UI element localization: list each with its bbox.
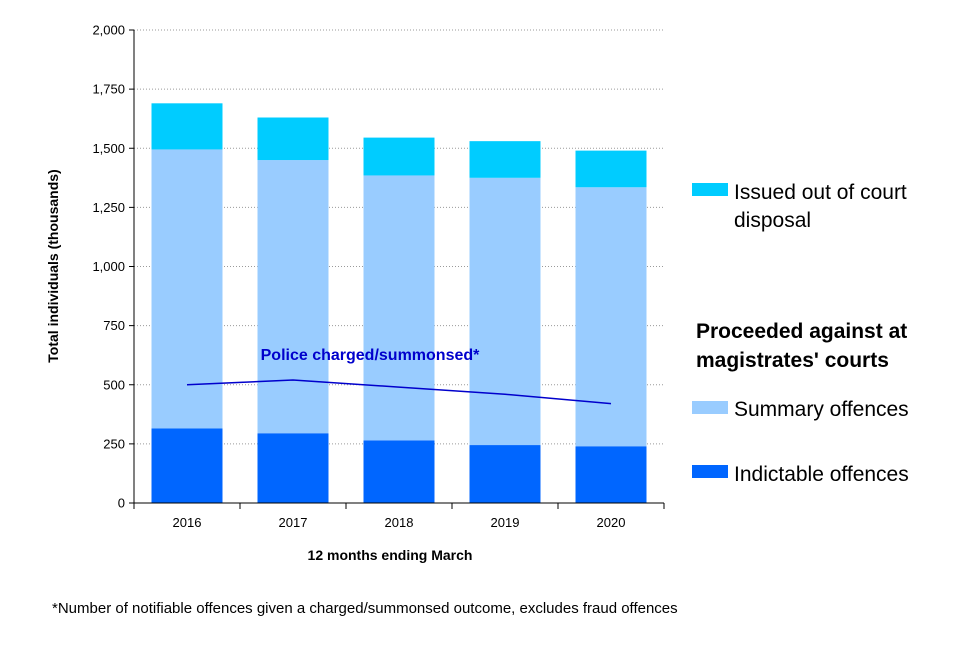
- bars: [151, 103, 647, 503]
- y-tick-label: 500: [103, 377, 125, 392]
- y-tick-label: 2,000: [92, 23, 125, 38]
- bar-issued-out-of-court-disposal-2019: [469, 141, 541, 178]
- legend-group-title-line1: Proceeded against at: [696, 320, 907, 343]
- bar-summary-offences-2016: [151, 149, 223, 429]
- legend: Issued out of court disposal Proceeded a…: [692, 181, 909, 486]
- y-tick-label: 1,000: [92, 259, 125, 274]
- bar-indictable-offences-2016: [151, 428, 223, 503]
- y-tick-label: 1,750: [92, 82, 125, 97]
- x-tick-label: 2017: [279, 515, 308, 530]
- y-tick-label: 750: [103, 318, 125, 333]
- x-tick-label: 2020: [597, 515, 626, 530]
- bar-issued-out-of-court-disposal-2018: [363, 137, 435, 176]
- legend-group-title-line2: magistrates' courts: [696, 349, 889, 372]
- legend-label-summary: Summary offences: [734, 398, 909, 421]
- legend-swatch-indictable: [692, 465, 728, 478]
- bar-summary-offences-2019: [469, 177, 541, 446]
- legend-swatch-out-of-court: [692, 183, 728, 196]
- bar-indictable-offences-2018: [363, 440, 435, 503]
- line-series-label: Police charged/summonsed*: [261, 347, 481, 364]
- bar-issued-out-of-court-disposal-2020: [575, 150, 647, 188]
- x-tick-label: 2018: [385, 515, 414, 530]
- legend-label-out-of-court-line2: disposal: [734, 209, 811, 232]
- line-series: Police charged/summonsed*: [186, 347, 612, 405]
- bar-summary-offences-2018: [363, 175, 435, 441]
- y-axis-title: Total individuals (thousands): [45, 169, 61, 362]
- y-tick-label: 250: [103, 436, 125, 451]
- x-tick-label: 2016: [173, 515, 202, 530]
- y-tick-label: 1,500: [92, 141, 125, 156]
- bar-indictable-offences-2017: [257, 433, 329, 503]
- y-tick-label: 1,250: [92, 200, 125, 215]
- x-tick-label: 2019: [491, 515, 520, 530]
- bar-issued-out-of-court-disposal-2016: [151, 103, 223, 150]
- tick-labels: 0 250 500 750 1,000 1,250 1,500 1,750 2,000 2016 2…: [92, 23, 625, 531]
- axes: [129, 29, 665, 509]
- bar-indictable-offences-2019: [469, 445, 541, 503]
- police-charged-line: [186, 379, 612, 405]
- y-tick-label: 0: [118, 496, 125, 511]
- bar-summary-offences-2017: [257, 160, 329, 434]
- bar-issued-out-of-court-disposal-2017: [257, 117, 329, 161]
- legend-label-out-of-court-line1: Issued out of court: [734, 181, 907, 204]
- legend-swatch-summary: [692, 401, 728, 414]
- x-axis-title: 12 months ending March: [308, 547, 473, 563]
- legend-label-indictable: Indictable offences: [734, 463, 909, 486]
- bar-summary-offences-2020: [575, 187, 647, 447]
- bar-indictable-offences-2020: [575, 446, 647, 503]
- footnote: *Number of notifiable offences given a c…: [52, 600, 678, 617]
